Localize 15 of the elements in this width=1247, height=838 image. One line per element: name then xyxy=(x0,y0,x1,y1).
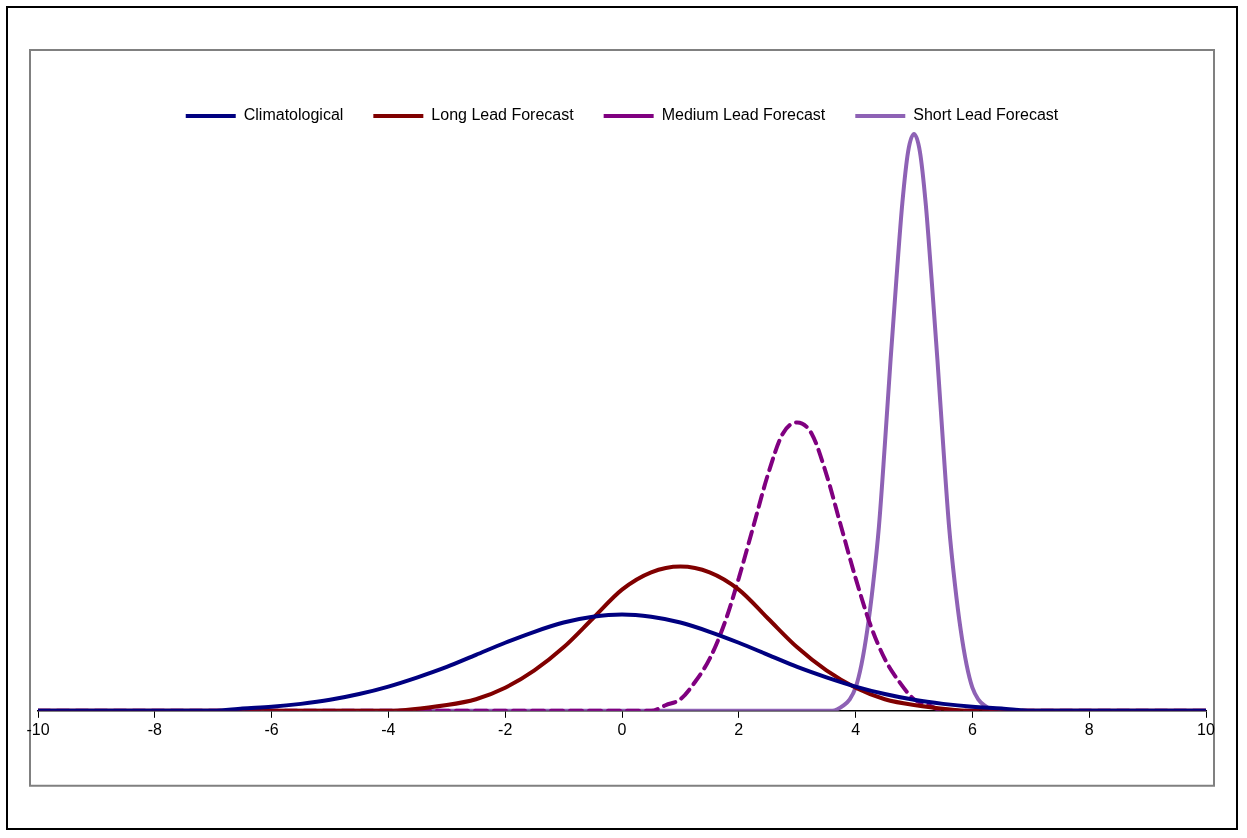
x-tick-label: -6 xyxy=(264,720,279,738)
x-tick-label: 0 xyxy=(617,720,627,738)
x-tick-label: 6 xyxy=(967,720,977,738)
x-tick-label: 2 xyxy=(734,720,744,738)
x-tick-label: -4 xyxy=(381,720,396,738)
x-tick-label: -10 xyxy=(26,720,50,738)
x-tick-label: 8 xyxy=(1084,720,1094,738)
legend-label: Long Lead Forecast xyxy=(431,106,575,124)
legend-label: Climatological xyxy=(243,106,344,124)
x-tick-label: 10 xyxy=(1197,720,1215,738)
legend-label: Medium Lead Forecast xyxy=(661,106,826,124)
x-tick-label: -2 xyxy=(498,720,513,738)
x-tick-label: 4 xyxy=(851,720,861,738)
x-tick-label: -8 xyxy=(147,720,163,738)
legend-label: Short Lead Forecast xyxy=(913,106,1059,124)
